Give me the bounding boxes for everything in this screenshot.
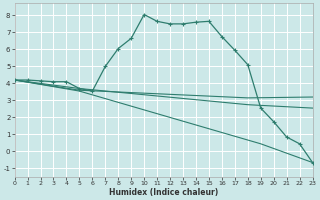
X-axis label: Humidex (Indice chaleur): Humidex (Indice chaleur) — [109, 188, 218, 197]
